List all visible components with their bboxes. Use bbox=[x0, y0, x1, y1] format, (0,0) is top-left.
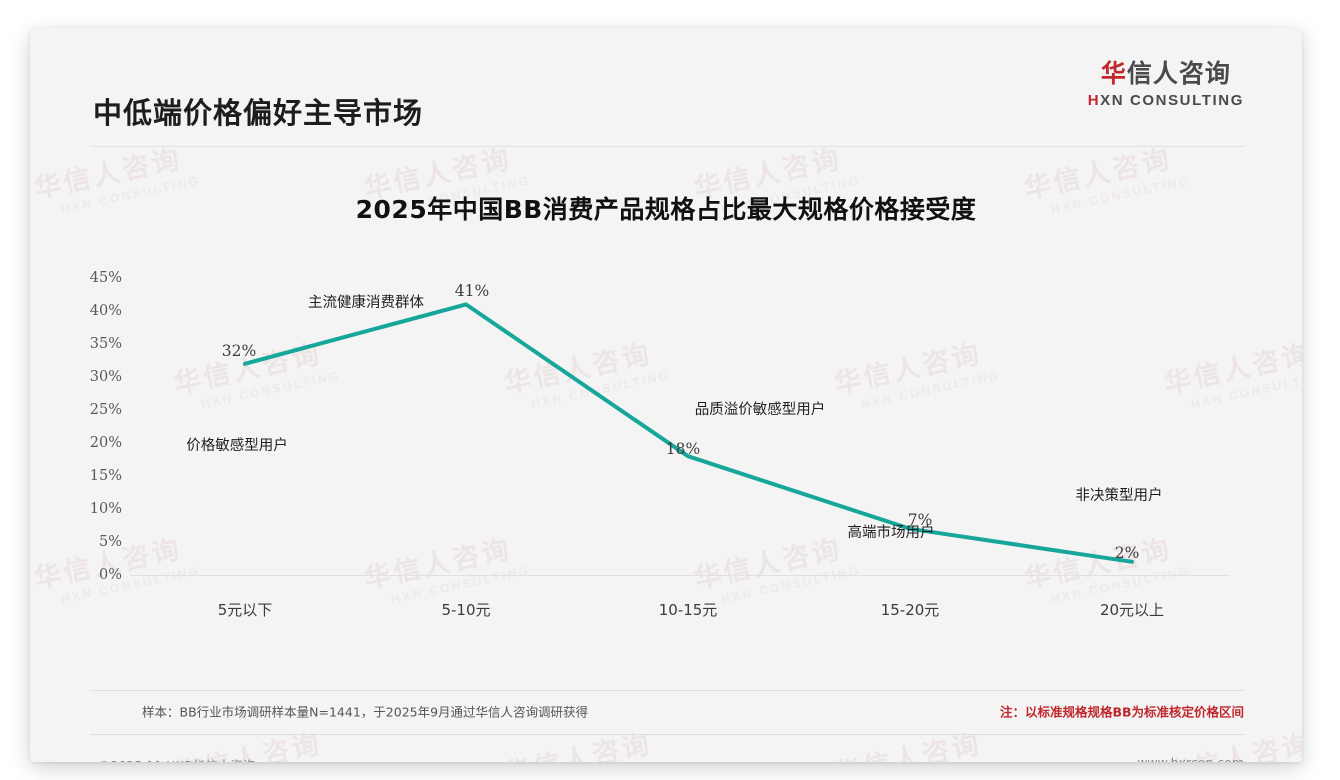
x-axis-tick-label: 15-20元 bbox=[880, 601, 940, 619]
point-annotation: 价格敏感型用户 bbox=[186, 438, 288, 454]
logo-chinese-highlight: 华 bbox=[1100, 59, 1127, 88]
data-point-label: 32% bbox=[221, 341, 257, 360]
footer-divider-top bbox=[90, 690, 1245, 691]
chart-title: 2025年中国BB消费产品规格占比最大规格价格接受度 bbox=[355, 195, 977, 224]
logo-english-rest: XN CONSULTING bbox=[1100, 91, 1244, 109]
y-axis-tick-label: 5% bbox=[98, 534, 122, 550]
page-title: 中低端价格偏好主导市场 bbox=[93, 96, 424, 130]
y-axis-tick-label: 15% bbox=[89, 468, 122, 484]
line-path bbox=[243, 302, 1134, 564]
point-annotation: 品质溢价敏感型用户 bbox=[694, 402, 826, 418]
x-axis-tick-label: 5元以下 bbox=[217, 601, 273, 619]
y-axis-tick-label: 45% bbox=[89, 270, 122, 286]
data-point-label: 18% bbox=[665, 440, 701, 459]
header-divider bbox=[90, 146, 1245, 147]
point-annotation: 高端市场用户 bbox=[847, 525, 935, 541]
brand-logo: 华信人咨询 HXN CONSULTING bbox=[1088, 60, 1244, 109]
x-axis-tick-label: 5-10元 bbox=[441, 601, 491, 619]
x-axis-line bbox=[130, 575, 1230, 576]
x-axis-tick-label: 20元以上 bbox=[1099, 601, 1165, 619]
point-annotation: 非决策型用户 bbox=[1075, 488, 1163, 504]
data-point-label: 41% bbox=[454, 282, 490, 301]
slide-card: 华信人咨询 HXN CONSULTING 华信人咨询 HXN CONSULTING 华信… bbox=[30, 28, 1302, 762]
y-axis-tick-label: 10% bbox=[89, 501, 122, 517]
y-axis-tick-label: 25% bbox=[89, 402, 122, 418]
y-axis-tick-label: 30% bbox=[89, 369, 122, 385]
y-axis-tick-label: 20% bbox=[89, 435, 122, 451]
point-annotation: 主流健康消费群体 bbox=[308, 295, 424, 311]
logo-chinese-rest: 信人咨询 bbox=[1126, 59, 1231, 88]
copyright-text: ©2025.11 HXR华信人咨询 bbox=[98, 755, 255, 762]
logo-english: HXN CONSULTING bbox=[1088, 92, 1244, 109]
slide-header: 中低端价格偏好主导市场 华信人咨询 HXN CONSULTING bbox=[30, 28, 1302, 130]
red-note: 注：以标准规格规格BB为标准核定价格区间 bbox=[999, 704, 1244, 720]
data-point-label: 2% bbox=[1114, 543, 1140, 562]
chart-plot-area: 45% 40% 35% 30% 25% 20% 15% 10% 5% 0% 5元以下 5-10元 10-… bbox=[30, 28, 1302, 762]
y-axis-tick-label: 35% bbox=[89, 336, 122, 352]
website-url[interactable]: www.hxrcon.com bbox=[1137, 755, 1244, 762]
footer-divider-bottom bbox=[90, 734, 1245, 735]
logo-chinese: 华信人咨询 bbox=[1088, 60, 1244, 88]
x-axis-tick-label: 10-15元 bbox=[658, 601, 718, 619]
logo-english-highlight: H bbox=[1087, 91, 1101, 109]
y-axis-tick-label: 0% bbox=[98, 567, 122, 583]
line-series bbox=[243, 302, 1134, 564]
y-axis-tick-label: 40% bbox=[89, 303, 122, 319]
data-point-label: 7% bbox=[907, 510, 933, 529]
sample-note: 样本：BB行业市场调研样本量N=1441，于2025年9月通过华信人咨询调研获得 bbox=[142, 704, 589, 720]
